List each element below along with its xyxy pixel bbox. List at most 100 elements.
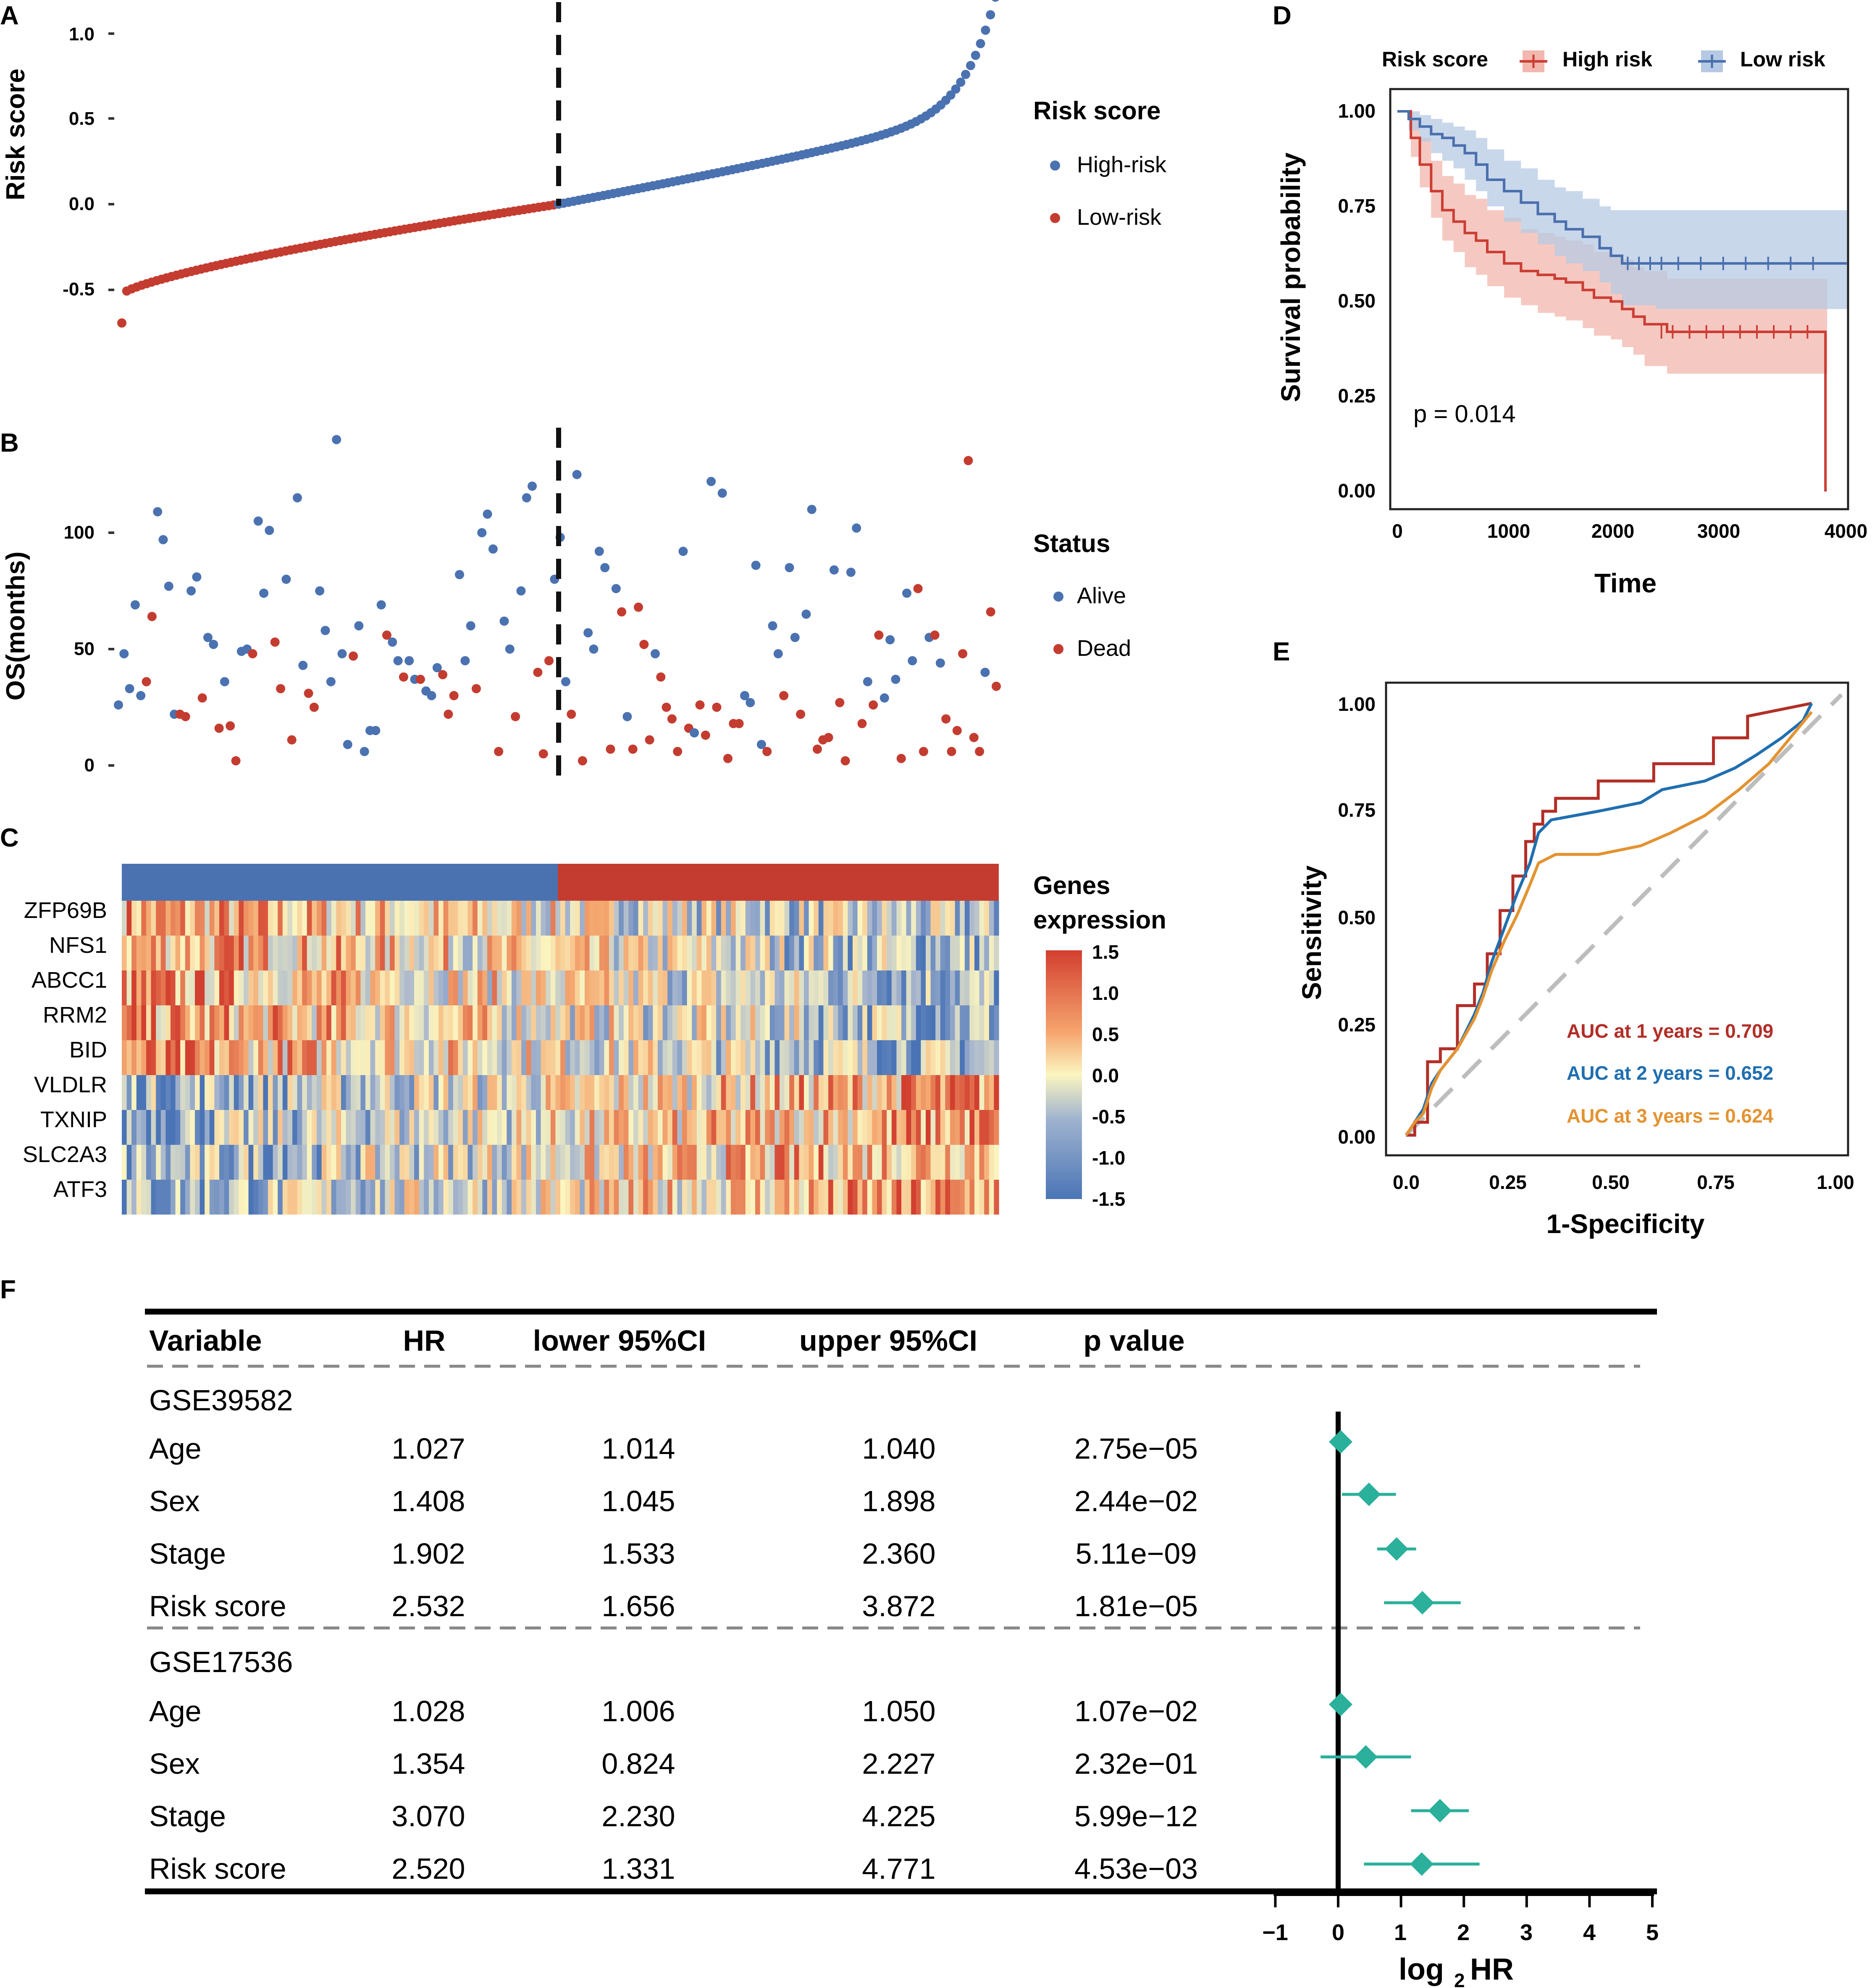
heatmap-cell	[721, 936, 726, 970]
heatmap-cell	[414, 936, 420, 970]
heatmap-cell	[516, 901, 522, 936]
heatmap-cell	[443, 1110, 449, 1145]
heatmap-cell	[526, 1040, 531, 1075]
heatmap-cell	[565, 970, 570, 1005]
heatmap-cell	[550, 1180, 556, 1215]
heatmap-cell	[989, 1110, 994, 1145]
heatmap-cell	[365, 1075, 371, 1110]
heatmap-cell	[623, 970, 629, 1005]
heatmap-cell	[843, 901, 848, 936]
heatmap-cell	[823, 1005, 829, 1040]
heatmap-cell	[921, 936, 926, 970]
heatmap-cell	[984, 901, 990, 936]
heatmap-cell	[355, 970, 361, 1005]
heatmap-cell	[516, 970, 522, 1005]
heatmap-cell	[487, 1180, 493, 1215]
heatmap-cell	[394, 1005, 400, 1040]
heatmap-cell	[424, 1040, 429, 1075]
heatmap-cell	[711, 970, 717, 1005]
heatmap-cell	[926, 970, 931, 1005]
heatmap-cell	[901, 1005, 907, 1040]
dead-point	[639, 639, 649, 649]
heatmap-cell	[623, 936, 629, 970]
panel-a-points	[117, 0, 999, 328]
heatmap-cell	[467, 1075, 473, 1110]
heatmap-cell	[326, 901, 332, 936]
heatmap-cell	[828, 1075, 834, 1110]
heatmap-cell	[151, 1110, 156, 1145]
heatmap-cell	[945, 1145, 950, 1180]
heatmap-cell	[141, 1075, 147, 1110]
heatmap-cell	[769, 936, 775, 970]
heatmap-cell	[482, 1040, 488, 1075]
heatmap-cell	[989, 901, 994, 936]
heatmap-cell	[901, 1075, 907, 1110]
header-lower-ci: lower 95%CI	[533, 1324, 706, 1357]
heatmap-cell	[687, 970, 692, 1005]
heatmap-cell	[809, 901, 814, 936]
heatmap-cell	[609, 1075, 614, 1110]
heatmap-cell	[585, 1145, 590, 1180]
heatmap-cell	[351, 1005, 356, 1040]
heatmap-legend-title-line2: expression	[1033, 906, 1166, 934]
heatmap-cell	[701, 1110, 707, 1145]
heatmap-cell	[433, 936, 439, 970]
heatmap-cell	[648, 1005, 653, 1040]
heatmap-cell	[360, 1005, 366, 1040]
heatmap-cell	[419, 1180, 424, 1215]
heatmap-cell	[979, 1110, 985, 1145]
heatmap-cell	[926, 1075, 931, 1110]
forest-hr-diamond	[1329, 1430, 1352, 1454]
heatmap-cell	[911, 901, 916, 936]
row-p: 4.53e−03	[1074, 1852, 1198, 1885]
heatmap-cell	[492, 901, 497, 936]
dead-point	[533, 668, 543, 677]
heatmap-cell	[585, 1005, 590, 1040]
heatmap-cell	[521, 1005, 527, 1040]
heatmap-cell	[906, 1040, 911, 1075]
heatmap-cell	[302, 1180, 307, 1215]
heatmap-cell	[156, 1145, 161, 1180]
group-label-gse39582: GSE39582	[149, 1384, 293, 1417]
heatmap-cell	[804, 970, 809, 1005]
heatmap-cell	[755, 1110, 761, 1145]
heatmap-cell	[200, 1110, 205, 1145]
heatmap-cell	[848, 970, 853, 1005]
dead-point	[567, 710, 576, 719]
heatmap-cell	[390, 1145, 395, 1180]
panel-b-ytick: 100	[64, 522, 95, 543]
heatmap-cell	[287, 1145, 293, 1180]
heatmap-cell	[536, 1075, 541, 1110]
heatmap-cell	[643, 1075, 649, 1110]
heatmap-cell	[307, 1005, 312, 1040]
dead-point	[969, 733, 979, 742]
heatmap-cell	[638, 1075, 643, 1110]
heatmap-cell	[521, 1110, 527, 1145]
heatmap-cell	[765, 901, 770, 936]
heatmap-cell	[726, 1110, 731, 1145]
dead-point	[734, 719, 744, 728]
heatmap-cell	[633, 936, 639, 970]
heatmap-cell	[409, 901, 415, 936]
heatmap-cell	[492, 1040, 497, 1075]
heatmap-cell	[355, 1005, 361, 1040]
heatmap-cell	[512, 970, 517, 1005]
heatmap-cell	[482, 901, 488, 936]
heatmap-cell	[516, 1040, 522, 1075]
km-pvalue: p = 0.014	[1413, 400, 1516, 428]
dead-point	[628, 744, 638, 754]
heatmap-cell	[526, 936, 531, 970]
heatmap-cell	[473, 1040, 478, 1075]
heatmap-cell	[896, 1040, 902, 1075]
heatmap-cell	[282, 901, 288, 936]
heatmap-cell	[989, 1005, 994, 1040]
heatmap-cell	[984, 1145, 990, 1180]
heatmap-cell	[346, 1075, 351, 1110]
heatmap-cell	[838, 901, 843, 936]
heatmap-cell	[935, 1075, 941, 1110]
panel-a-ylabel: Risk score	[1, 68, 30, 200]
heatmap-cell	[165, 1180, 171, 1215]
heatmap-cell	[239, 1145, 244, 1180]
heatmap-cell	[165, 1110, 171, 1145]
heatmap-cell	[872, 1005, 877, 1040]
